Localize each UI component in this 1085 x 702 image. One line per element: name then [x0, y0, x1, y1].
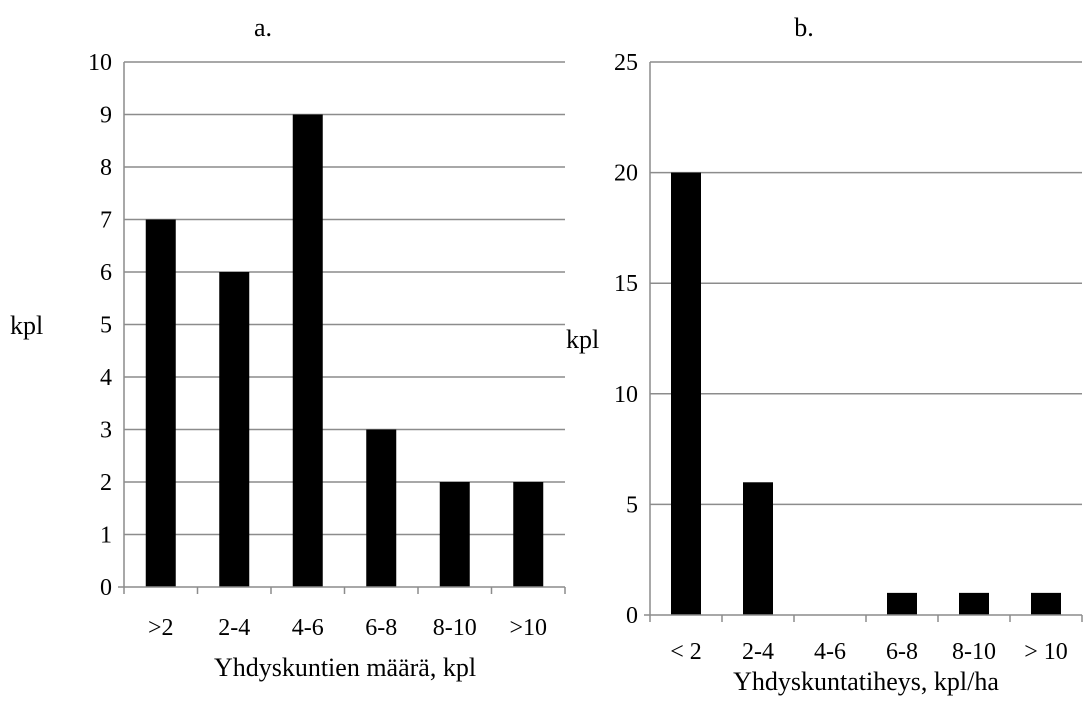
chart-b-gridlines — [650, 61, 1082, 506]
chart-b-ytick-label: 5 — [626, 492, 638, 518]
chart-a-ytick-label: 10 — [88, 50, 112, 76]
chart-a-bar — [292, 114, 323, 587]
chart-b-xtick-label: 4-6 — [814, 639, 846, 665]
chart-b-yticks: 0 5 10 15 20 25 — [614, 50, 638, 629]
chart-a-bar — [219, 272, 250, 587]
chart-b-bar — [743, 482, 773, 615]
chart-b-xtick-label: 2-4 — [742, 639, 774, 665]
chart-a-xtick-label: 8-10 — [433, 615, 477, 641]
chart-b-bar — [887, 592, 917, 615]
chart-b-xtick-label: 8-10 — [952, 639, 996, 665]
chart-a-xtick-label: 6-8 — [365, 615, 397, 641]
chart-b-ytick-label: 0 — [626, 603, 638, 629]
chart-b-xtick-label: 6-8 — [886, 639, 918, 665]
chart-a-xlabel: Yhdyskuntien määrä, kpl — [214, 653, 476, 682]
chart-a-ytick-label: 7 — [100, 208, 112, 234]
chart-a-ytick-label: 4 — [100, 365, 112, 391]
chart-a-xtick-label: 4-6 — [292, 615, 324, 641]
chart-b-xlabel: Yhdyskuntatiheys, kpl/ha — [733, 667, 999, 696]
chart-a-ytick-label: 5 — [100, 313, 112, 339]
chart-b-ytick-label: 20 — [614, 161, 638, 187]
chart-b-xtick-label: < 2 — [670, 639, 702, 665]
chart-a-ytick-label: 9 — [100, 103, 112, 129]
chart-b-title: b. — [794, 13, 814, 42]
chart-a-yticks: 0 1 2 3 4 5 6 7 8 9 10 — [88, 50, 112, 601]
chart-a-bars — [145, 114, 544, 587]
chart-a-xtick-label: 2-4 — [218, 615, 250, 641]
chart-a-ytick-label: 1 — [100, 523, 112, 549]
chart-b-bar — [671, 172, 701, 615]
chart-a-xticks: >2 2-4 4-6 6-8 8-10 >10 — [148, 615, 547, 641]
chart-a-ytick-label: 8 — [100, 155, 112, 181]
chart-a-ytick-label: 2 — [100, 470, 112, 496]
chart-a-bar — [366, 429, 397, 587]
chart-b-xtick-label: > 10 — [1024, 639, 1068, 665]
chart-panel-a: a. kpl Yhdyskuntien määrä, kpl 0 1 2 3 4 5 6 7 8… — [10, 13, 566, 682]
chart-b-axes — [644, 62, 1083, 622]
chart-a-ylabel: kpl — [10, 311, 43, 340]
chart-b-bar — [959, 592, 989, 615]
chart-b-xticks: < 2 2-4 4-6 6-8 8-10 > 10 — [670, 639, 1068, 665]
chart-b-bar — [1031, 592, 1061, 615]
chart-b-ylabel: kpl — [566, 325, 599, 354]
chart-a-xtick-label: >2 — [148, 615, 174, 641]
chart-a-bar — [439, 482, 470, 587]
chart-a-axes — [118, 62, 566, 594]
chart-a-xtick-label: >10 — [509, 615, 547, 641]
chart-a-ytick-label: 0 — [100, 575, 112, 601]
chart-a-title: a. — [254, 13, 272, 42]
chart-a-gridlines — [124, 61, 565, 536]
chart-a-bar — [145, 219, 176, 587]
chart-a-bar — [513, 482, 544, 587]
chart-b-ytick-label: 10 — [614, 382, 638, 408]
chart-b-bars — [671, 172, 1061, 615]
chart-b-ytick-label: 15 — [614, 271, 638, 297]
chart-a-ytick-label: 3 — [100, 418, 112, 444]
chart-panel-b: b. kpl Yhdyskuntatiheys, kpl/ha 0 5 10 15 20… — [566, 13, 1083, 696]
chart-b-ytick-label: 25 — [614, 50, 638, 76]
chart-a-ytick-label: 6 — [100, 260, 112, 286]
